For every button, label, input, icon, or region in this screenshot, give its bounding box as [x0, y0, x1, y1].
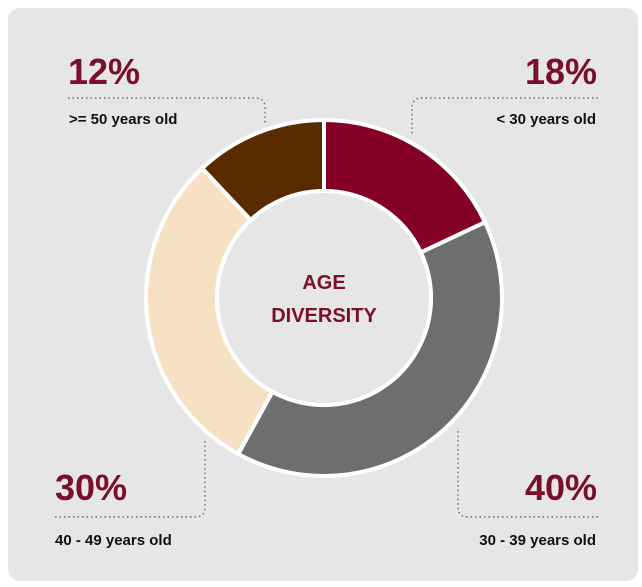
- leader-line-lt30: [411, 97, 598, 135]
- center-title-line-2: DIVERSITY: [271, 305, 377, 327]
- value-label-ge50: 12%: [68, 51, 141, 92]
- category-label-lt30: < 30 years old: [496, 111, 596, 128]
- category-label-ge50: >= 50 years old: [69, 111, 178, 128]
- category-label-30-39: 30 - 39 years old: [479, 532, 596, 549]
- donut-hole: [215, 189, 433, 407]
- leader-line-ge50: [68, 97, 266, 125]
- value-label-30-39: 40%: [524, 467, 597, 508]
- center-title-line-1: AGE: [302, 272, 345, 294]
- value-label-40-49: 30%: [55, 467, 128, 508]
- leader-line-40-49: [55, 438, 206, 518]
- category-label-40-49: 40 - 49 years old: [55, 532, 172, 549]
- value-label-lt30: 18%: [524, 51, 597, 92]
